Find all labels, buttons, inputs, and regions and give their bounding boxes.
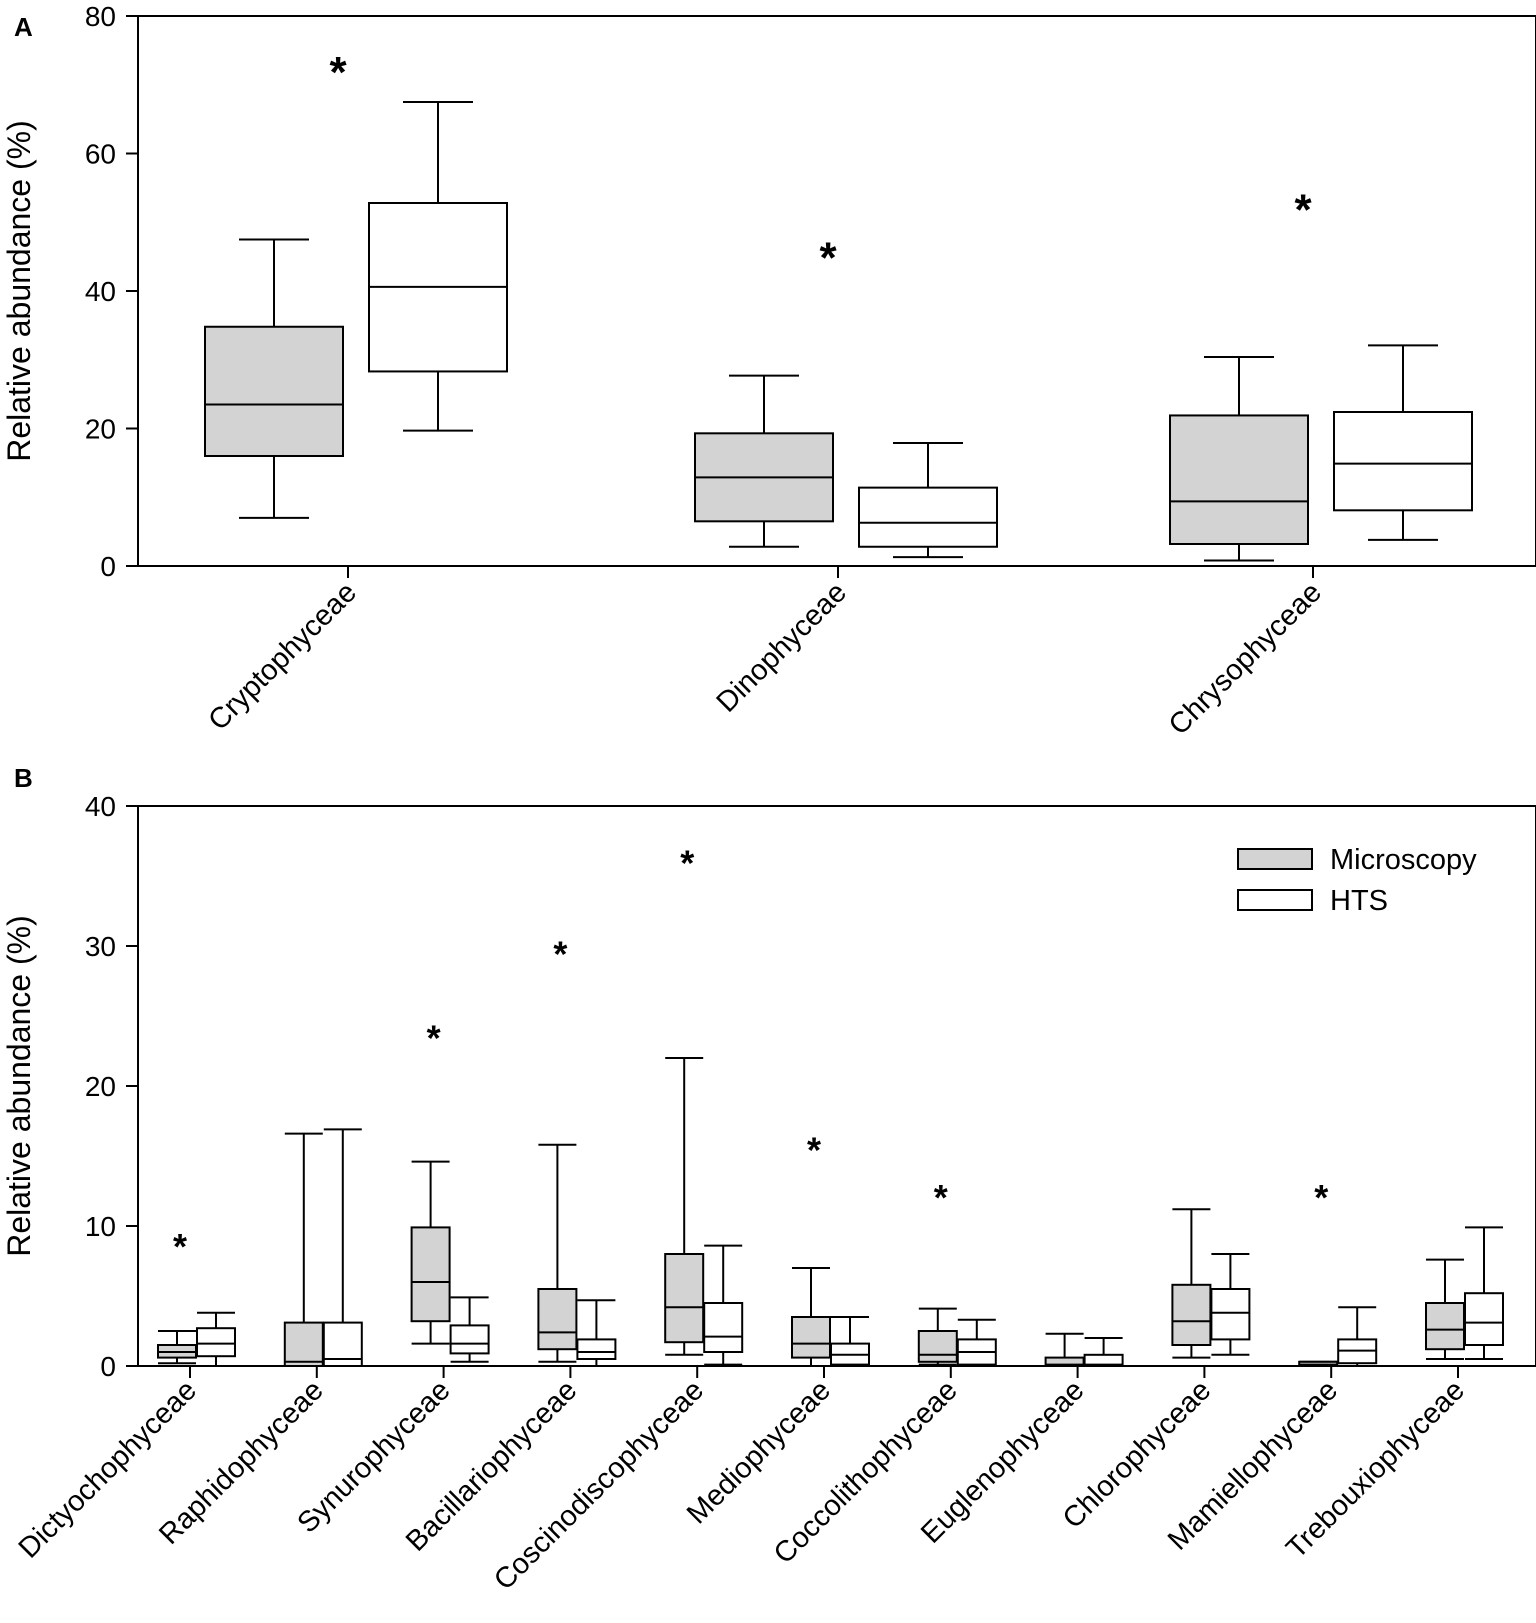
category-label-cryptophyceae: Cryptophyceae [202, 576, 363, 737]
legend-swatch-hts [1237, 889, 1313, 911]
box-synurophyceae-microscopy [410, 1226, 451, 1323]
box-chlorophyceae-hts [1210, 1288, 1251, 1341]
y-tick-label-b-0: 0 [100, 1351, 116, 1382]
y-tick-label-b-10: 10 [85, 1211, 116, 1242]
box-dinophyceae-hts [858, 486, 998, 548]
box-trebouxiophyceae-hts [1464, 1292, 1504, 1346]
significance-star-mediophyceae: * [807, 1129, 821, 1170]
significance-star-mamiellophyceae: * [1314, 1177, 1328, 1218]
box-trebouxiophyceae-microscopy [1425, 1302, 1465, 1351]
box-coccolithophyceae-microscopy [917, 1330, 958, 1363]
significance-star-bacillariophyceae: * [553, 933, 567, 974]
box-bacillariophyceae-microscopy [537, 1288, 578, 1351]
significance-star-chrysophyceae: * [1294, 186, 1312, 235]
category-label-dinophyceae: Dinophyceae [711, 576, 853, 718]
panel-letter-a: A [14, 12, 33, 42]
y-tick-label-a-40: 40 [85, 276, 116, 307]
box-coscinodiscophyceae-hts [703, 1302, 744, 1353]
legend-label-hts: HTS [1330, 885, 1388, 917]
significance-star-cryptophyceae: * [329, 48, 347, 97]
box-synurophyceae-hts [449, 1324, 490, 1355]
y-tick-label-a-0: 0 [100, 551, 116, 582]
panel-b-plot-frame [137, 805, 1536, 1367]
panel-a: 0 20 40 60 80 Relative abundance (%) Cryptophy… [1, 1, 1473, 741]
box-raphidophyceae-microscopy [283, 1321, 324, 1367]
significance-star-dictyochophyceae: * [173, 1226, 187, 1267]
box-mediophyceae-microscopy [791, 1316, 831, 1359]
y-tick-label-b-20: 20 [85, 1071, 116, 1102]
y-tick-label-b-40: 40 [85, 791, 116, 822]
box-euglenophyceae-hts [1083, 1353, 1124, 1368]
box-coscinodiscophyceae-microscopy [664, 1253, 705, 1344]
panel-letter-b: B [14, 763, 33, 793]
box-chrysophyceae-hts [1333, 411, 1473, 512]
box-cryptophyceae-microscopy [204, 325, 344, 457]
y-tick-label-a-80: 80 [85, 1, 116, 32]
significance-star-dinophyceae: * [819, 234, 837, 283]
legend: Microscopy HTS [1237, 844, 1477, 917]
significance-star-coccolithophyceae: * [934, 1177, 948, 1218]
y-tick-label-a-60: 60 [85, 139, 116, 170]
category-label-coscinodiscophyceae: Coscinodiscophyceae [488, 1374, 710, 1596]
category-label-chrysophyceae: Chrysophyceae [1163, 576, 1328, 741]
y-tick-label-a-20: 20 [85, 414, 116, 445]
y-tick-label-b-30: 30 [85, 931, 116, 962]
significance-star-synurophyceae: * [427, 1017, 441, 1058]
legend-label-microscopy: Microscopy [1330, 844, 1477, 876]
y-axis-title-a: Relative abundance (%) [1, 120, 37, 462]
panel-a-plot-frame [137, 15, 1536, 567]
box-chlorophyceae-microscopy [1171, 1283, 1212, 1347]
box-dictyochophyceae-hts [196, 1327, 236, 1358]
legend-swatch-microscopy [1237, 848, 1313, 870]
y-axis-title-b: Relative abundance (%) [1, 915, 37, 1257]
significance-star-coscinodiscophyceae: * [680, 842, 694, 883]
box-chrysophyceae-microscopy [1169, 414, 1309, 545]
box-bacillariophyceae-hts [576, 1338, 617, 1361]
